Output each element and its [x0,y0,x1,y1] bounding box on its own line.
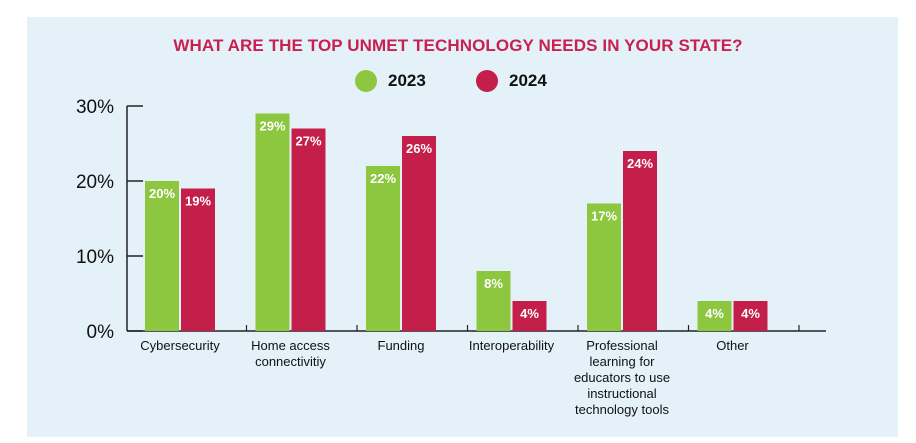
data-label-2023-1: 29% [259,119,285,134]
bar-2023-3 [476,271,511,331]
bar-2024-2 [402,136,436,331]
chart-title: WHAT ARE THE TOP UNMET TECHNOLOGY NEEDS … [173,36,743,55]
bar-2024-4 [623,151,657,331]
data-label-2023-2: 22% [370,171,396,186]
bar-2023-0 [145,181,179,331]
bar-2023-2 [366,166,400,331]
x-category-label: Professional [586,338,658,353]
bar-2024-3 [512,301,547,331]
y-tick-label: 10% [76,247,114,268]
data-label-2024-2: 26% [406,141,432,156]
bar-2023-4 [587,203,621,331]
data-label-2024-1: 27% [295,134,321,149]
x-category-label: learning for [589,354,655,369]
y-tick-label: 30% [76,97,114,118]
x-category-label: Funding [378,338,425,353]
x-category-label: connectivitiy [255,354,326,369]
x-category-label: Cybersecurity [140,338,220,353]
data-label-2023-0: 20% [149,186,175,201]
legend-swatch-2024 [476,70,498,92]
x-category-label: instructional [587,386,656,401]
bar-2024-1 [291,128,326,331]
x-category-label: Interoperability [469,338,555,353]
data-label-2024-0: 19% [185,194,211,209]
bar-2023-1 [255,113,290,331]
legend-item-2023: 2023 [355,66,426,96]
bar-2024-5 [733,301,768,331]
data-label-2023-5: 4% [705,306,724,321]
x-category-label: Home access [251,338,330,353]
data-label-2024-3: 4% [520,306,539,321]
data-label-2024-5: 4% [741,306,760,321]
data-label-2023-4: 17% [591,209,617,224]
x-category-label: educators to use [574,370,670,385]
x-category-label: technology tools [575,402,669,417]
y-tick-label: 0% [87,322,115,343]
bar-2023-5 [697,301,732,331]
data-label-2024-4: 24% [627,156,653,171]
legend-label-2024: 2024 [509,71,547,90]
x-category-label: Other [716,338,749,353]
bar-2024-0 [181,188,215,331]
legend-label-2023: 2023 [388,71,426,90]
y-tick-label: 20% [76,172,114,193]
data-label-2023-3: 8% [484,276,503,291]
legend-swatch-2023 [355,70,377,92]
legend-item-2024: 2024 [476,66,547,96]
